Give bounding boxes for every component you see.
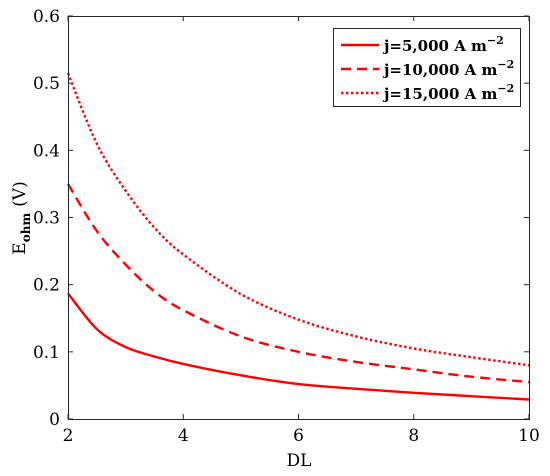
legend: j=5,000 A m−2 j=10,000 A m−2 j=15,000 A m−… (333, 28, 521, 107)
y-axis-label-rest: (V) (10, 181, 30, 207)
y-axis-label-base: E (10, 242, 30, 254)
y-tick-label: 0.2 (33, 276, 60, 296)
x-axis-label: DL (287, 451, 312, 471)
legend-label-2: j=10,000 A m−2 (382, 58, 514, 79)
series-line-2 (66, 183, 530, 384)
y-tick-label: 0.1 (33, 343, 60, 363)
legend-label-3: j=15,000 A m−2 (382, 82, 514, 103)
series-group (66, 72, 530, 401)
y-tick-label: 0.3 (33, 209, 60, 229)
y-tick-label: 0.6 (33, 7, 60, 27)
ticks: 2 4 6 8 10 0 0.1 0.2 0.3 0.4 0.5 0.6 (33, 7, 540, 446)
series-line-1 (67, 292, 530, 401)
x-tick-label: 6 (293, 426, 304, 446)
x-tick-label: 4 (178, 426, 189, 446)
series-line-3 (66, 72, 530, 367)
x-tick-label: 2 (63, 426, 74, 446)
y-tick-label: 0 (49, 410, 60, 430)
legend-label-1: j=5,000 A m−2 (382, 34, 504, 55)
x-tick-label: 10 (518, 426, 540, 446)
y-axis-label-subscript: ohm (19, 213, 33, 243)
y-tick-label: 0.4 (33, 141, 60, 161)
y-axis-label: Eohm (V) (10, 181, 33, 254)
legend-box (333, 28, 521, 107)
y-tick-label: 0.5 (33, 74, 60, 94)
plot-frame (68, 16, 530, 420)
x-tick-label: 8 (408, 426, 419, 446)
